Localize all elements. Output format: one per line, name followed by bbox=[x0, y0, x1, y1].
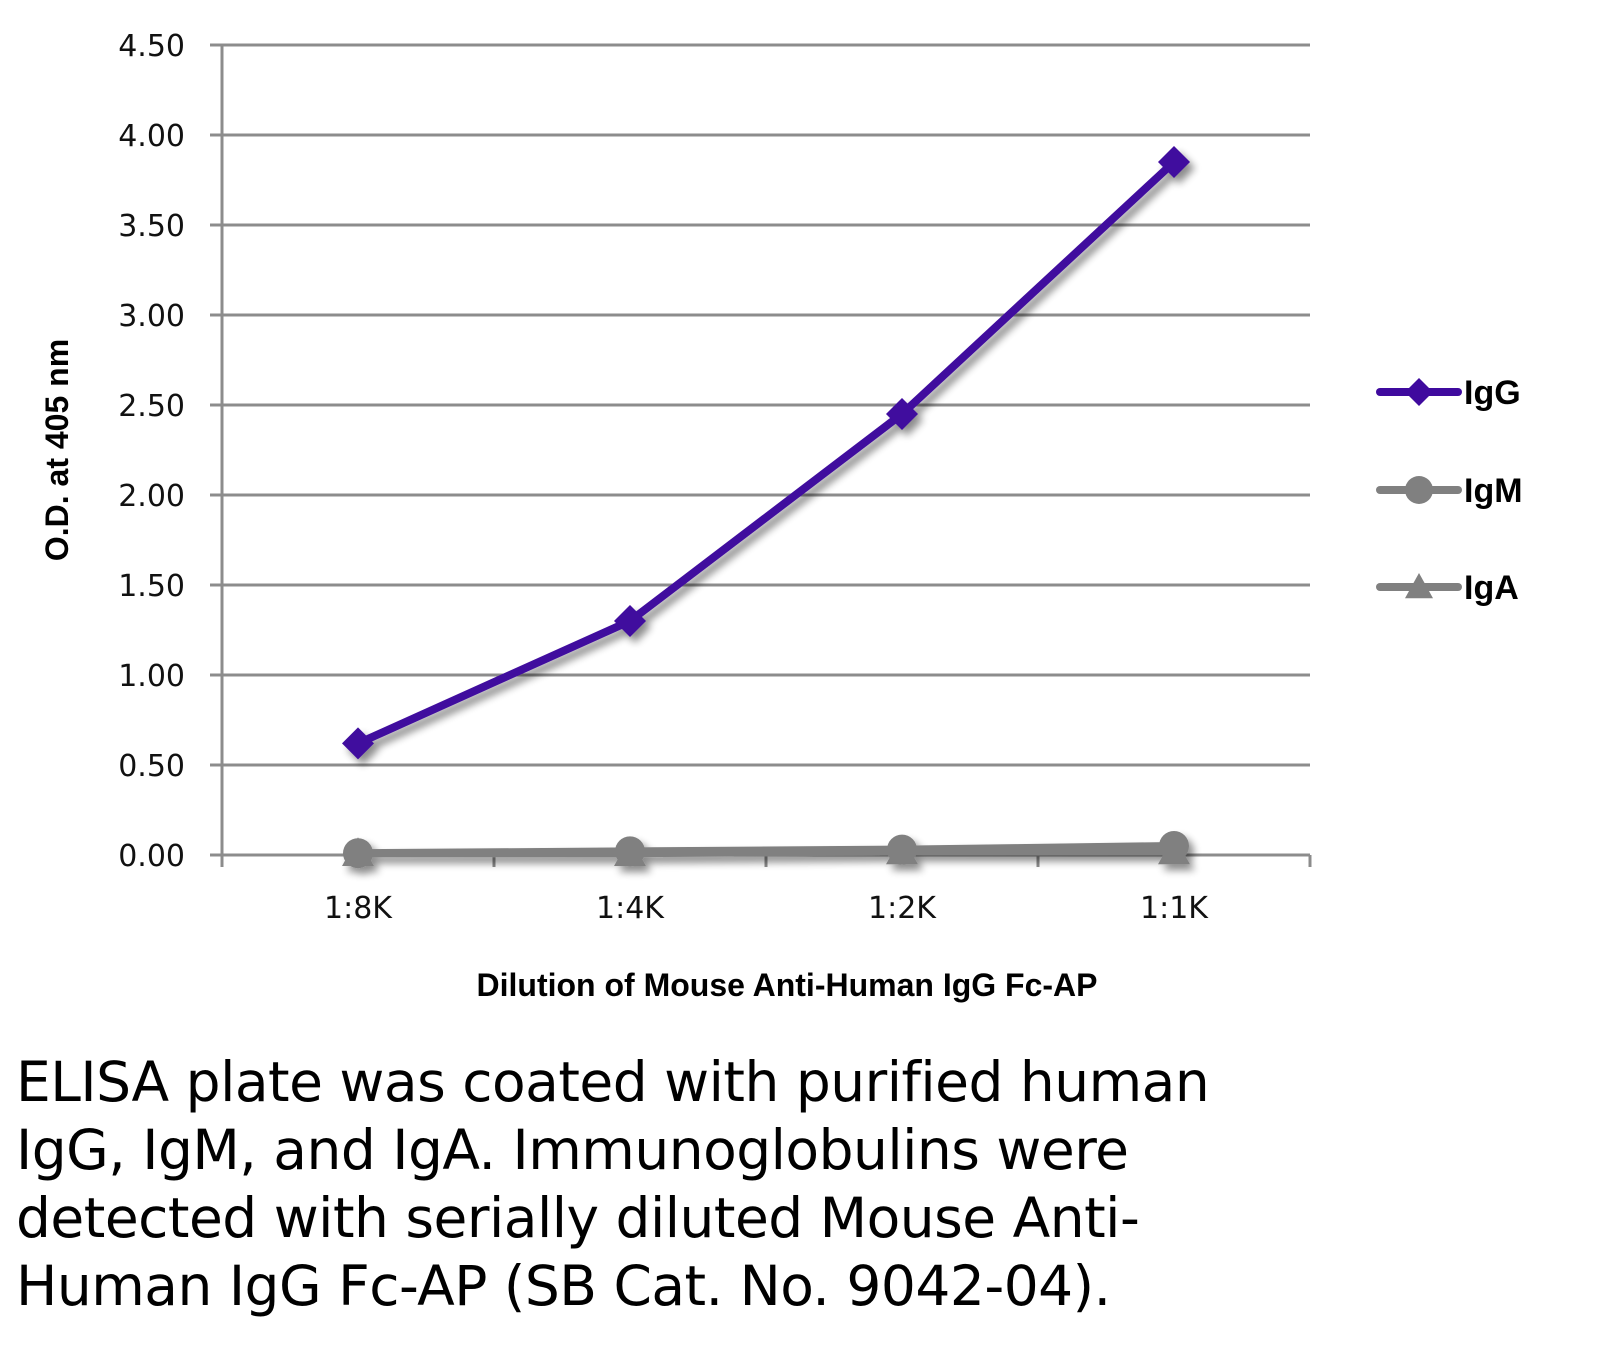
gridlines bbox=[210, 43, 1310, 867]
data-point-diamond bbox=[1405, 378, 1433, 406]
x-axis-title: Dilution of Mouse Anti-Human IgG Fc-AP bbox=[477, 967, 1098, 1003]
x-tick-label: 1:4K bbox=[596, 891, 665, 926]
y-tick-label: 4.00 bbox=[118, 119, 185, 154]
data-point-triangle bbox=[1405, 573, 1433, 599]
elisa-line-chart: 0.00 0.50 1.00 1.50 2.00 2.50 3.00 3.50 4.00 4.50… bbox=[39, 29, 1523, 1003]
legend-item-iga: IgA bbox=[1376, 569, 1519, 607]
data-point-circle bbox=[343, 838, 373, 869]
y-tick-label: 1.50 bbox=[118, 569, 185, 604]
y-tick-label: 2.00 bbox=[118, 479, 185, 514]
legend-label: IgG bbox=[1464, 374, 1521, 412]
y-tick-label: 1.00 bbox=[118, 659, 185, 694]
y-tick-label: 0.50 bbox=[118, 749, 185, 784]
legend-label: IgA bbox=[1464, 569, 1519, 607]
series-igm bbox=[343, 831, 1189, 869]
data-point-diamond bbox=[342, 727, 374, 760]
figure-caption: ELISA plate was coated with purified hum… bbox=[16, 1050, 1210, 1318]
x-tick-label: 1:1K bbox=[1140, 891, 1209, 926]
data-point-circle bbox=[1405, 476, 1433, 504]
data-point-diamond bbox=[1158, 146, 1190, 178]
y-axis-ticks: 0.00 0.50 1.00 1.50 2.00 2.50 3.00 3.50 4.00 4.50 bbox=[118, 29, 185, 874]
legend-item-igg: IgG bbox=[1376, 374, 1521, 412]
series-igg bbox=[342, 146, 1190, 760]
data-point-circle bbox=[887, 834, 917, 865]
series-line bbox=[357, 842, 1175, 858]
x-tick-label: 1:2K bbox=[868, 891, 937, 926]
legend-label: IgM bbox=[1464, 472, 1523, 510]
y-tick-label: 2.50 bbox=[118, 389, 185, 424]
data-point-circle bbox=[615, 836, 645, 867]
series-line bbox=[356, 159, 1177, 748]
data-point-diamond bbox=[886, 398, 918, 430]
y-tick-label: 0.00 bbox=[118, 839, 185, 874]
legend: IgG IgM IgA bbox=[1376, 374, 1523, 607]
y-tick-label: 4.50 bbox=[118, 29, 185, 64]
y-tick-label: 3.50 bbox=[118, 209, 185, 244]
data-point-circle bbox=[1159, 831, 1189, 861]
y-tick-label: 3.00 bbox=[118, 299, 185, 334]
legend-item-igm: IgM bbox=[1376, 472, 1523, 510]
data-point-diamond bbox=[614, 605, 646, 637]
y-axis-title: O.D. at 405 nm bbox=[39, 339, 75, 561]
x-axis: 1:8K 1:4K 1:2K 1:1K bbox=[210, 853, 1312, 926]
x-tick-label: 1:8K bbox=[324, 891, 393, 926]
series-lines bbox=[342, 146, 1190, 869]
